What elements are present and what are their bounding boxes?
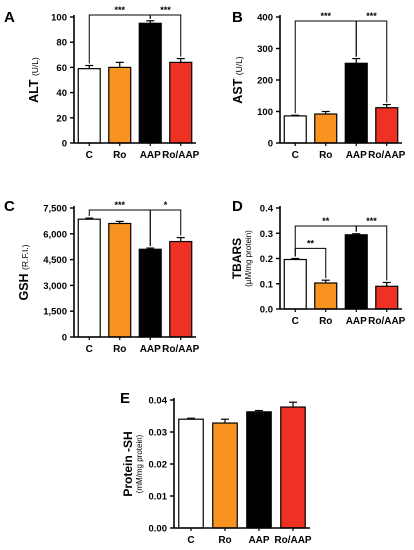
bar-c [283,115,307,144]
y-tick-label: 100 [51,13,67,24]
y-tick-label: 4,500 [43,255,67,266]
bar-c [283,258,307,310]
x-tick-label: Ro/AAP [162,150,200,161]
significance-bracket [149,14,182,57]
y-tick-label: 0.01 [149,492,168,503]
significance-label: ** [307,238,315,248]
x-tick-label: Ro/AAP [162,344,200,355]
y-tick-label: 0.03 [149,428,168,439]
x-tick-label: Ro [319,316,332,327]
bar-aap [246,411,272,529]
significance-label: ** [322,216,330,226]
y-tick-label: 0.02 [149,460,168,471]
y-axis-label: ALT (U/L) [27,57,41,103]
y-tick-label: 40 [56,88,67,99]
bar-c [77,218,101,338]
significance-label: *** [160,5,171,15]
x-tick-label: AAP [140,344,161,355]
y-tick-label: 0 [268,139,273,150]
bar-ro-aap [280,406,306,529]
panel-e: E 0.00 0.01 0.02 0.03 0.04 C Ro AAP Ro/AAP Protein… [120,390,312,546]
panel-a: A 0 20 40 60 80 100 C Ro AAP Ro/AAP ALT (U/L) *** *** [4,5,200,161]
panel-label: B [232,9,243,26]
y-tick-label: 0.1 [260,279,274,290]
bar-ro [314,113,338,144]
significance-label: *** [114,200,125,210]
bar-aap [344,234,368,310]
y-tick-label: 0.04 [149,396,168,407]
x-tick-label: Ro/AAP [274,535,312,546]
x-tick-label: AAP [140,150,161,161]
bar-ro [108,222,132,338]
y-tick-label: 1,500 [43,307,67,318]
panel-d: D 0.0 0.1 0.2 0.3 0.4 C Ro AAP Ro/AAP TBARS(µM/mg … [230,198,406,327]
y-tick-label: 7,500 [43,204,67,215]
bar-ro-aap [375,107,399,144]
panel-label: A [4,9,15,26]
significance-bracket [149,209,182,247]
panel-label: D [232,198,243,215]
x-tick-label: C [292,150,299,161]
significance-bracket [355,225,388,281]
y-axis-label: AST (U/L) [231,56,245,104]
y-tick-label: 0.0 [260,305,273,316]
x-tick-label: Ro [218,535,231,546]
x-tick-label: AAP [248,535,269,546]
y-tick-label: 0.4 [260,204,274,215]
significance-label: *** [366,216,377,226]
y-tick-label: 300 [257,44,273,55]
x-tick-label: Ro/AAP [368,316,406,327]
x-tick-label: C [292,316,299,327]
y-tick-label: 0.2 [260,254,273,265]
bar-ro [108,66,132,144]
significance-label: *** [366,11,377,21]
significance-label: * [164,200,168,210]
x-tick-label: Ro/AAP [368,150,406,161]
y-tick-label: 400 [257,13,273,24]
y-axis-label: Protein -SH(mM/mg protein) [121,431,144,496]
y-tick-label: 3,000 [43,281,67,292]
x-tick-label: AAP [346,316,367,327]
x-tick-label: AAP [346,150,367,161]
y-tick-label: 0.00 [149,524,168,535]
y-tick-label: 20 [56,113,67,124]
panel-label: C [4,198,15,215]
significance-label: *** [320,11,331,21]
bar-c [178,418,204,529]
x-tick-label: C [86,150,93,161]
bar-aap [138,22,162,144]
y-tick-label: 0 [62,333,67,344]
x-tick-label: Ro [113,344,126,355]
y-tick-label: 100 [257,107,273,118]
bar-aap [138,248,162,338]
bar-ro-aap [375,285,399,310]
y-tick-label: 0.3 [260,229,273,240]
bar-ro [212,422,238,529]
bar-ro-aap [169,240,193,338]
x-tick-label: C [187,535,194,546]
bar-aap [344,62,368,144]
y-axis-label: GSH (R.F.I.) [17,244,31,300]
x-tick-label: Ro [113,150,126,161]
bar-ro [314,282,338,310]
y-tick-label: 60 [56,63,67,74]
significance-bracket [355,20,388,103]
y-tick-label: 80 [56,38,67,49]
bar-ro-aap [169,61,193,144]
panel-c: C 0 1,500 3,000 4,500 6,000 7,500 C Ro AAP Ro/AAP G… [4,198,200,355]
y-tick-label: 6,000 [43,229,67,240]
panel-b: B 0 100 200 300 400 C Ro AAP Ro/AAP AST (U/L) *** **… [231,9,406,161]
y-tick-label: 0 [62,139,67,150]
x-tick-label: Ro [319,150,332,161]
y-axis-label: TBARS(µM/mg protein) [230,230,253,287]
panel-label: E [120,390,130,407]
significance-label: *** [114,5,125,15]
bar-c [77,68,101,144]
x-tick-label: C [86,344,93,355]
y-tick-label: 200 [257,76,273,87]
